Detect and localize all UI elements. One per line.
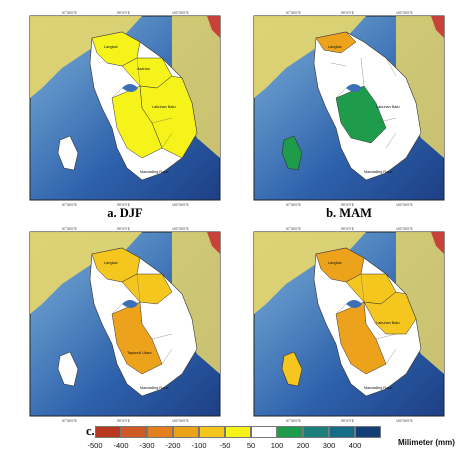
coord-top-2: 99°0'0"E (117, 227, 131, 231)
legend-swatch (251, 426, 277, 438)
legend-swatch (121, 426, 147, 438)
coord-bottom-3: 100°30'0"E (172, 203, 190, 207)
coord-bottom-2: 99°0'0"E (117, 203, 131, 207)
legend-swatch (303, 426, 329, 438)
legend-swatch (199, 426, 225, 438)
legend-tick-label: -500 (87, 441, 103, 450)
coord-bottom-3: 100°30'0"E (396, 419, 414, 423)
coord-top-3: 100°30'0"E (172, 11, 190, 15)
label-tapanuli-utara: Tapanuli Utara (127, 351, 152, 355)
legend-swatch (173, 426, 199, 438)
map-mam: 97°30'0"E 99°0'0"E 100°30'0"E 97°30'0"E … (253, 11, 445, 207)
label-langkat: Langkat (328, 45, 342, 49)
legend-swatch (277, 426, 303, 438)
legend-swatch (147, 426, 173, 438)
coord-top-3: 100°30'0"E (396, 227, 414, 231)
coord-top-2: 99°0'0"E (341, 11, 355, 15)
map-jja: 97°30'0"E 99°0'0"E 100°30'0"E 97°30'0"E … (29, 227, 221, 423)
label-asahan: Asahan (137, 67, 150, 71)
panel-caption-djf: a. DJF (107, 206, 143, 220)
coord-bottom-2: 99°0'0"E (341, 203, 355, 207)
legend-swatch (355, 426, 381, 438)
legend-tick-label: 50 (246, 441, 256, 450)
legend-tick-label: -50 (219, 441, 231, 450)
map-panel-djf: 97°30'0"E 99°0'0"E 100°30'0"E 97°30'0"E … (22, 8, 228, 208)
coord-top-1: 97°30'0"E (62, 227, 78, 231)
coord-top-2: 99°0'0"E (117, 11, 131, 15)
coord-bottom-2: 99°0'0"E (341, 419, 355, 423)
legend-swatch (95, 426, 121, 438)
coord-top-1: 97°30'0"E (62, 11, 78, 15)
legend-tick-label: -200 (165, 441, 181, 450)
label-langkat: Langkat (104, 45, 118, 49)
map-panel-son: 97°30'0"E 99°0'0"E 100°30'0"E 97°30'0"E … (246, 224, 452, 424)
coord-top-1: 97°30'0"E (286, 227, 302, 231)
label-langkat: Langkat (104, 261, 118, 265)
legend-title: Milimeter (mm) (398, 438, 455, 447)
map-panel-jja: 97°30'0"E 99°0'0"E 100°30'0"E 97°30'0"E … (22, 224, 228, 424)
coord-top-3: 100°30'0"E (396, 11, 414, 15)
coord-top-3: 100°30'0"E (172, 227, 190, 231)
map-son: 97°30'0"E 99°0'0"E 100°30'0"E 97°30'0"E … (253, 227, 445, 423)
label-mandailing-natal: Mandailing Natal (140, 170, 168, 174)
label-langkat: Langkat (328, 261, 342, 265)
legend-tick-label: -300 (139, 441, 155, 450)
label-labuhan-batu: Labuhan Batu (376, 105, 400, 109)
legend-swatch (225, 426, 251, 438)
label-mandailing-natal: Mandailing Natal (140, 386, 168, 390)
coord-top-1: 97°30'0"E (286, 11, 302, 15)
legend-swatch (329, 426, 355, 438)
legend-tick-label: -400 (113, 441, 129, 450)
map-djf: 97°30'0"E 99°0'0"E 100°30'0"E 97°30'0"E … (22, 8, 228, 208)
coord-top-2: 99°0'0"E (341, 227, 355, 231)
color-legend: -500 -400 -300 -200 -100 -50 50 100 200 300 400 Mi… (87, 426, 457, 464)
panel-caption-mam: b. MAM (326, 206, 372, 220)
label-labuhan-batu: Labuhan Batu (152, 105, 176, 109)
legend-tick-label: 400 (348, 441, 362, 450)
label-mandailing-natal: Mandailing Natal (364, 170, 392, 174)
coord-bottom-1: 97°30'0"E (62, 419, 78, 423)
coord-bottom-2: 99°0'0"E (117, 419, 131, 423)
coord-bottom-3: 100°30'0"E (396, 203, 414, 207)
coord-bottom-1: 97°30'0"E (62, 203, 78, 207)
legend-tick-label: -100 (191, 441, 207, 450)
legend-tick-label: 300 (322, 441, 336, 450)
coord-bottom-1: 97°30'0"E (286, 419, 302, 423)
coord-bottom-1: 97°30'0"E (286, 203, 302, 207)
legend-tick-label: 200 (296, 441, 310, 450)
map-panel-mam: 97°30'0"E 99°0'0"E 100°30'0"E 97°30'0"E … (246, 8, 452, 208)
legend-tick-label: 100 (270, 441, 284, 450)
label-labuhan-batu: Labuhan Batu (376, 321, 400, 325)
label-mandailing-natal: Mandailing Natal (364, 386, 392, 390)
coord-bottom-3: 100°30'0"E (172, 419, 190, 423)
